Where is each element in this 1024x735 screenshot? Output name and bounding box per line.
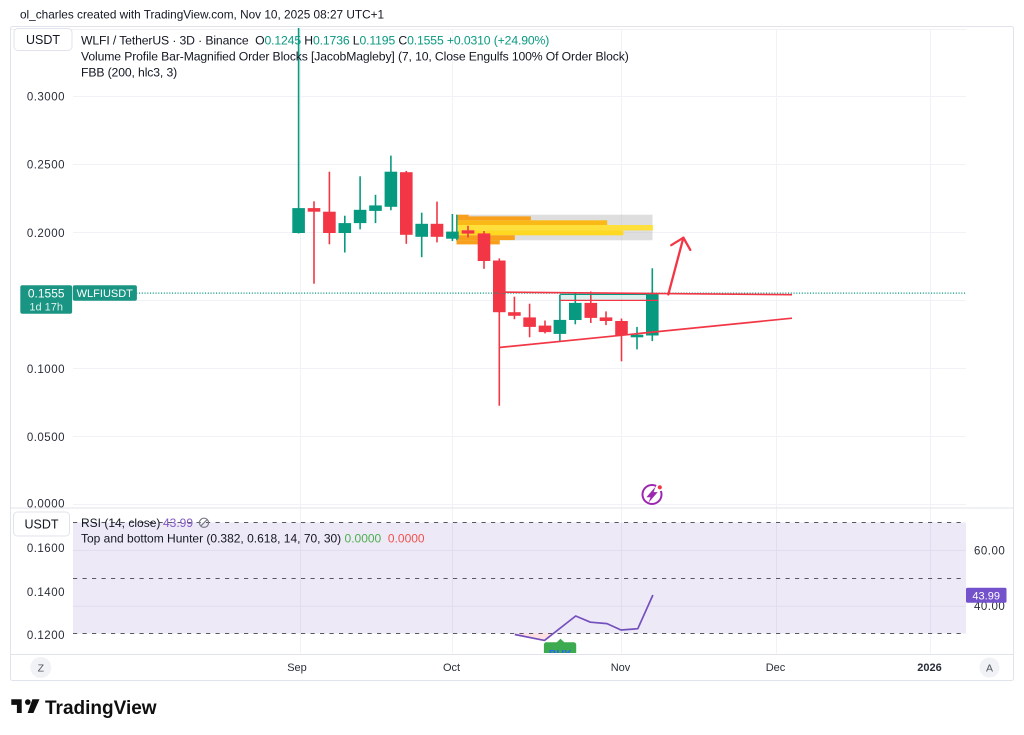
svg-text:A: A [986,662,993,674]
svg-text:ol_charles created with Tradin: ol_charles created with TradingView.com,… [20,8,384,22]
svg-text:40.00: 40.00 [974,601,1005,613]
svg-text:TradingView: TradingView [45,698,157,719]
svg-text:1d 17h: 1d 17h [29,302,63,314]
svg-text:43.99: 43.99 [972,590,1000,602]
svg-text:0.2500: 0.2500 [27,160,65,172]
svg-text:USDT: USDT [26,33,60,47]
svg-text:BUY: BUY [549,648,571,660]
svg-text:0.1555: 0.1555 [28,287,65,301]
svg-text:2026: 2026 [917,662,941,674]
svg-text:Volume Profile Bar-Magnified O: Volume Profile Bar-Magnified Order Block… [81,50,629,64]
svg-text:0.0000: 0.0000 [27,498,65,510]
svg-text:Z: Z [38,662,45,674]
svg-text:0.0500: 0.0500 [27,432,65,444]
svg-text:0.1000: 0.1000 [27,364,65,376]
svg-text:FBB (200, hlc3, 3): FBB (200, hlc3, 3) [81,65,177,79]
svg-text:0.3000: 0.3000 [27,92,65,104]
svg-text:Oct: Oct [443,662,460,674]
svg-text:Dec: Dec [766,662,786,674]
svg-text:0.2000: 0.2000 [27,228,65,240]
svg-text:60.00: 60.00 [974,545,1005,557]
svg-text:0.1200: 0.1200 [27,630,65,642]
svg-text:Nov: Nov [611,662,631,674]
svg-text:USDT: USDT [24,518,58,532]
svg-text:WLFI / TetherUS · 3D · Binance: WLFI / TetherUS · 3D · Binance O0.1245 H… [81,34,549,48]
svg-text:WLFIUSDT: WLFIUSDT [77,288,134,300]
svg-text:Top and bottom Hunter (0.382,: Top and bottom Hunter (0.382, 0.618, 14,… [81,532,425,546]
svg-text:Sep: Sep [287,662,307,674]
svg-text:0.1600: 0.1600 [27,543,65,555]
svg-text:0.1400: 0.1400 [27,587,65,599]
svg-text:RSI (14, close) 43.99: RSI (14, close) 43.99 [81,516,193,530]
